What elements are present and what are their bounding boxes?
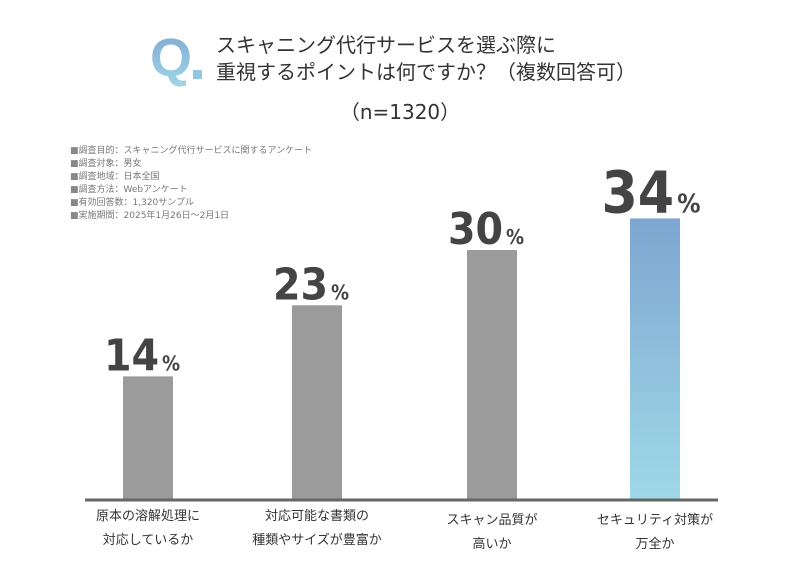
bar (630, 218, 680, 499)
survey-info-item: 有効回答数：1,320サンプル (70, 197, 312, 210)
sample-size: （n=1320） (339, 100, 461, 124)
survey-info: 調査目的：スキャニング代行サービスに関するアンケート 調査対象：男女 調査地域：… (70, 145, 313, 223)
survey-info-item: 調査目的：スキャニング代行サービスに関するアンケート (70, 145, 313, 158)
survey-info-item: 調査地域：日本全国 (70, 171, 312, 184)
x-tick-label: セキュリティ対策が 万全か (565, 509, 745, 557)
bar (123, 376, 173, 499)
q-dot (193, 70, 202, 79)
data-label: 14% (104, 330, 180, 381)
x-tick-label-line: 高いか (472, 537, 512, 552)
x-tick-label-line: スキャン品質が (446, 513, 538, 528)
x-tick-label-line: 対応可能な書類の (264, 509, 369, 524)
x-tick-label-line: 原本の溶解処理に (95, 509, 200, 524)
bar (467, 250, 517, 499)
data-label: 23% (273, 259, 349, 310)
x-tick-label-line: 種類やサイズが豊富か (252, 533, 382, 548)
survey-info-item: 実施期間：2025年1月26日〜2月1日 (70, 210, 312, 223)
q-mark: Q (150, 28, 193, 88)
chart-title: スキャニング代行サービスを選ぶ際に 重視するポイントは何ですか？（複数回答可） (216, 32, 636, 86)
bar (292, 305, 342, 499)
data-label: 34% (601, 158, 700, 226)
x-tick-label: 対応可能な書類の 種類やサイズが豊富か (227, 505, 407, 553)
x-tick-label-line: 万全か (635, 537, 675, 552)
x-tick-label: 原本の溶解処理に 対応しているか (58, 505, 238, 553)
survey-info-item: 調査方法：Webアンケート (70, 184, 312, 197)
x-tick-label-line: セキュリティ対策が (596, 513, 714, 528)
x-tick-label-line: 対応しているか (102, 533, 194, 548)
title-line-2: 重視するポイントは何ですか？（複数回答可） (216, 60, 636, 84)
survey-info-item: 調査対象：男女 (70, 158, 312, 171)
x-tick-label: スキャン品質が 高いか (402, 509, 582, 557)
data-label: 30% (448, 204, 524, 255)
title-line-1: スキャニング代行サービスを選ぶ際に (216, 33, 556, 57)
